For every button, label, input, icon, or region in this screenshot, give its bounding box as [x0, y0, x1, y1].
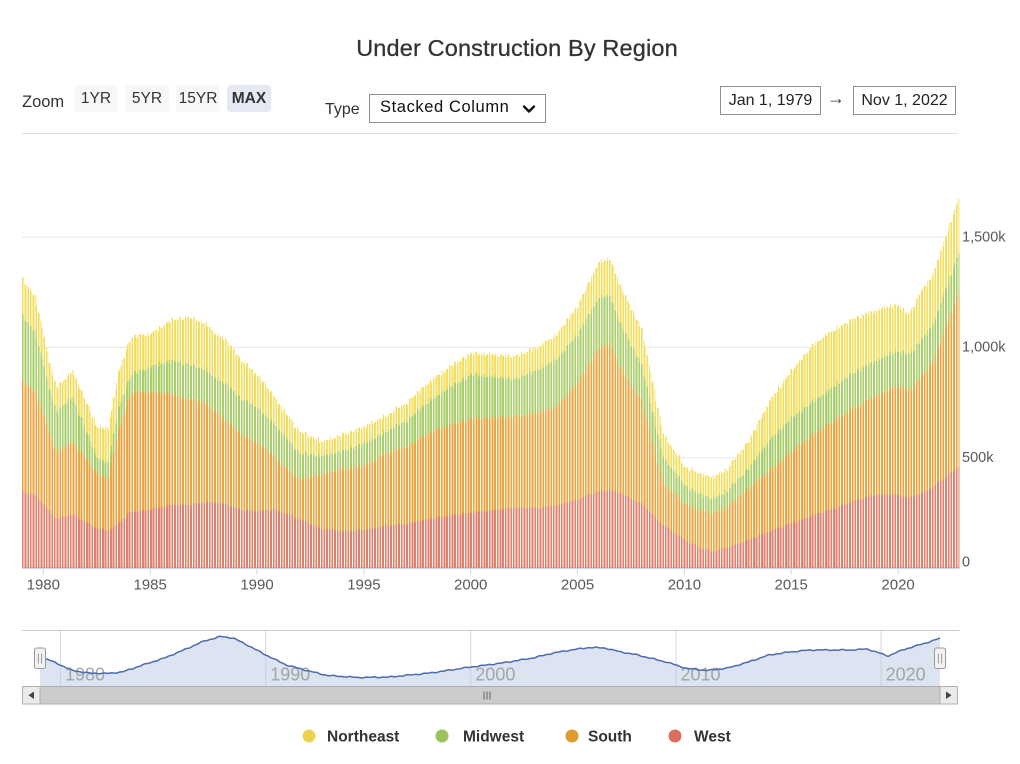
svg-text:2020: 2020 — [886, 665, 926, 685]
svg-text:2015: 2015 — [775, 577, 808, 594]
svg-text:1,500k: 1,500k — [962, 229, 1006, 245]
svg-text:1980: 1980 — [27, 577, 60, 594]
svg-text:1990: 1990 — [270, 665, 310, 685]
svg-text:1990: 1990 — [240, 577, 273, 594]
svg-text:1980: 1980 — [65, 665, 105, 685]
svg-text:2005: 2005 — [561, 577, 594, 594]
svg-text:500k: 500k — [962, 450, 994, 466]
svg-text:1985: 1985 — [134, 577, 167, 594]
svg-text:2000: 2000 — [475, 665, 515, 685]
svg-text:1995: 1995 — [347, 577, 380, 594]
svg-text:1,000k: 1,000k — [962, 340, 1006, 356]
svg-text:Midwest: Midwest — [463, 729, 524, 746]
svg-text:2000: 2000 — [454, 577, 487, 594]
svg-text:South: South — [588, 729, 632, 746]
svg-text:2010: 2010 — [668, 577, 701, 594]
svg-text:Northeast: Northeast — [327, 729, 399, 746]
svg-text:2020: 2020 — [881, 577, 914, 594]
svg-text:West: West — [694, 729, 731, 746]
svg-text:0: 0 — [962, 555, 970, 571]
